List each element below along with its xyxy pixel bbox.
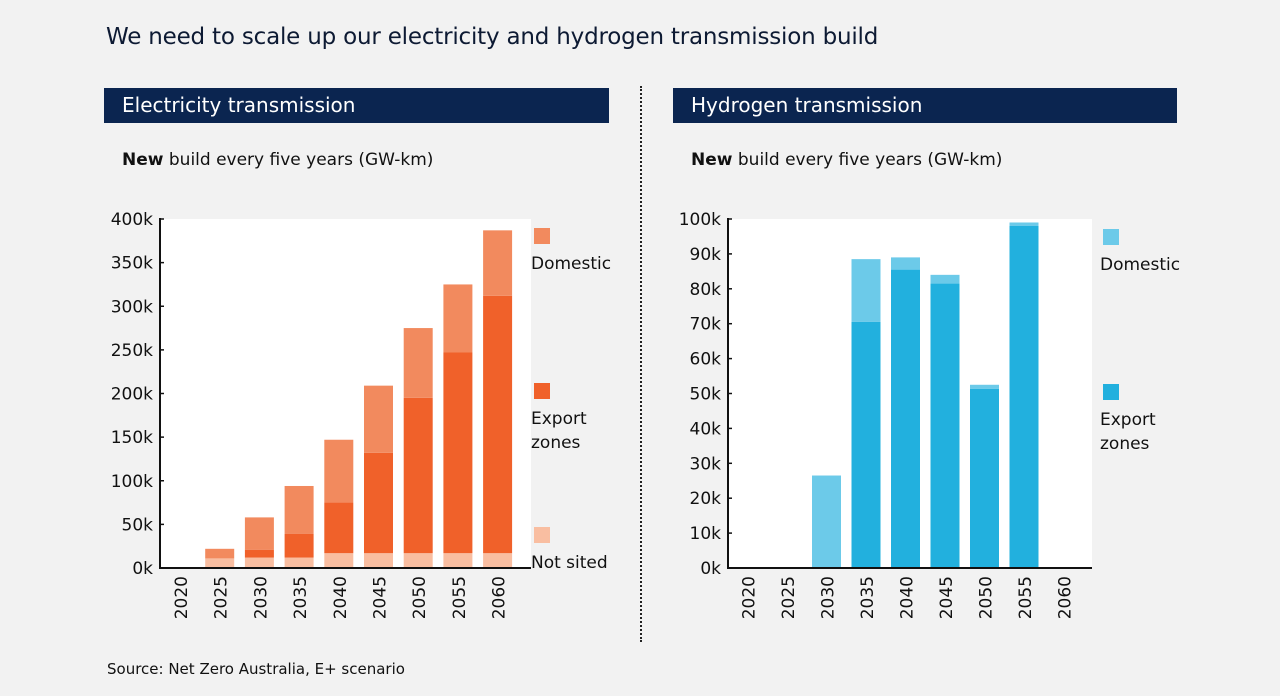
electricity-subtitle: New build every five years (GW-km) [122,150,433,170]
hydrogen-y-tick-label: 50k [690,385,722,405]
electricity-legend-swatch [534,228,550,244]
hydrogen-x-tick-label: 2060 [1056,576,1076,619]
electricity-y-tick-label: 0k [132,559,153,579]
hydrogen-bar-domestic-2030 [812,475,841,568]
panel-divider [640,86,642,642]
electricity-bar-export-zones-2030 [244,549,274,558]
electricity-bar-domestic-2060 [483,230,513,296]
hydrogen-y-tick-label: 0k [700,559,721,579]
electricity-bar-export-zones-2045 [364,452,393,554]
hydrogen-x-tick-label: 2035 [858,576,878,619]
electricity-legend-label: Not sited [531,553,608,573]
electricity-bar-export-zones-2060 [483,295,513,554]
electricity-x-tick-label: 2030 [251,576,271,619]
electricity-y-tick-label: 50k [122,515,154,535]
subtitle-rest: build every five years (GW-km) [163,150,434,170]
electricity-bar-not-sited-2040 [324,553,354,568]
electricity-x-tick-label: 2025 [212,576,232,619]
electricity-x-tick-label: 2050 [410,576,430,619]
source-note: Source: Net Zero Australia, E+ scenario [107,660,405,678]
hydrogen-y-tick-label: 100k [679,210,721,230]
electricity-bar-export-zones-2055 [443,352,473,554]
hydrogen-y-tick-label: 30k [690,454,722,474]
electricity-x-tick-label: 2045 [371,576,391,619]
electricity-bar-domestic-2035 [284,485,314,534]
electricity-bar-not-sited-2055 [443,553,473,568]
hydrogen-x-tick-label: 2050 [977,576,997,619]
hydrogen-y-tick-label: 90k [690,245,722,265]
electricity-y-tick-label: 350k [111,254,153,274]
electricity-panel-header: Electricity transmission [104,88,609,123]
hydrogen-legend-swatch [1103,384,1119,400]
electricity-bar-domestic-2050 [403,328,433,398]
electricity-y-tick-label: 100k [111,472,153,492]
subtitle-bold: New [691,150,733,170]
electricity-y-tick-label: 250k [111,341,153,361]
electricity-legend-label: Domestic [531,254,611,274]
hydrogen-legend-label: Domestic [1100,255,1180,275]
electricity-bar-not-sited-2060 [483,553,513,568]
hydrogen-subtitle: New build every five years (GW-km) [691,150,1002,170]
electricity-bar-domestic-2040 [324,439,354,503]
hydrogen-panel-header: Hydrogen transmission [673,88,1177,123]
electricity-bar-export-zones-2040 [324,502,354,554]
electricity-y-tick-label: 150k [111,428,153,448]
electricity-bar-not-sited-2035 [284,557,314,568]
hydrogen-x-tick-label: 2045 [937,576,957,619]
subtitle-bold: New [122,150,164,170]
hydrogen-y-tick-label: 80k [690,280,722,300]
hydrogen-y-tick-label: 60k [690,350,722,370]
hydrogen-bar-export-zones-2050 [970,388,999,568]
electricity-x-tick-label: 2020 [172,576,192,619]
hydrogen-bar-domestic-2050 [970,384,999,389]
hydrogen-x-tick-label: 2040 [898,576,918,619]
electricity-bar-export-zones-2035 [284,533,314,558]
electricity-bar-domestic-2055 [443,284,473,353]
hydrogen-bar-domestic-2035 [851,259,881,322]
electricity-legend-label: zones [531,433,581,453]
electricity-bar-not-sited-2030 [244,557,274,568]
electricity-y-tick-label: 400k [111,210,153,230]
electricity-bar-domestic-2030 [244,517,274,550]
electricity-x-tick-label: 2055 [450,576,470,619]
electricity-y-tick-label: 300k [111,297,153,317]
electricity-bar-not-sited-2045 [364,553,393,568]
hydrogen-bar-export-zones-2045 [930,283,960,568]
electricity-x-tick-label: 2040 [331,576,351,619]
electricity-y-tick-label: 200k [111,385,153,405]
electricity-legend-swatch [534,383,550,399]
hydrogen-legend-label: zones [1100,434,1150,454]
electricity-legend-label: Export [531,409,587,429]
hydrogen-legend-label: Export [1100,410,1156,430]
page-title: We need to scale up our electricity and … [106,24,879,50]
electricity-x-tick-label: 2035 [291,576,311,619]
electricity-bar-domestic-2045 [364,385,393,453]
electricity-x-tick-label: 2060 [490,576,510,619]
hydrogen-x-tick-label: 2030 [819,576,839,619]
hydrogen-x-tick-label: 2020 [740,576,760,619]
electricity-legend-swatch [534,527,550,543]
electricity-bar-not-sited-2025 [205,558,235,568]
subtitle-rest: build every five years (GW-km) [732,150,1003,170]
hydrogen-bar-export-zones-2040 [891,269,920,568]
hydrogen-y-tick-label: 40k [690,419,722,439]
hydrogen-bar-domestic-2040 [891,257,920,270]
hydrogen-bar-export-zones-2055 [1009,225,1039,569]
hydrogen-y-tick-label: 10k [690,524,722,544]
hydrogen-y-tick-label: 20k [690,489,722,509]
hydrogen-bar-domestic-2055 [1009,222,1039,226]
electricity-bar-domestic-2025 [205,548,235,559]
electricity-bar-not-sited-2050 [403,553,433,568]
hydrogen-x-tick-label: 2025 [779,576,799,619]
hydrogen-x-tick-label: 2055 [1016,576,1036,619]
hydrogen-bar-export-zones-2035 [851,321,881,568]
electricity-bar-export-zones-2050 [403,397,433,554]
hydrogen-legend-swatch [1103,229,1119,245]
hydrogen-y-tick-label: 70k [690,315,722,335]
hydrogen-bar-domestic-2045 [930,274,960,284]
